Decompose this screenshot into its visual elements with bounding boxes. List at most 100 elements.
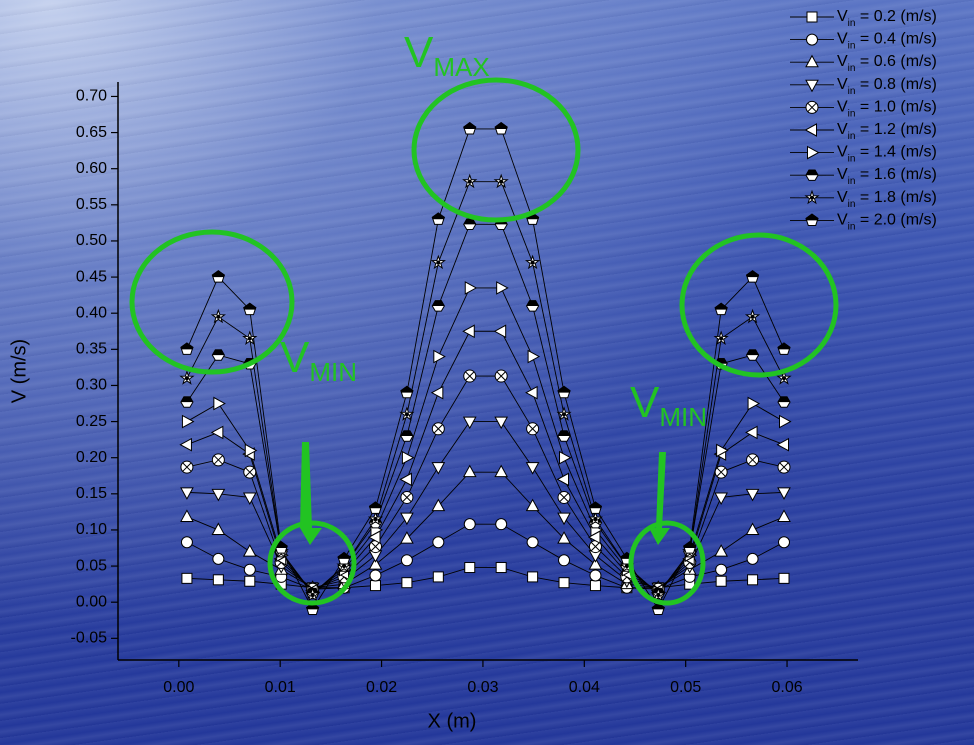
marker — [367, 511, 384, 526]
marker-shape — [369, 580, 381, 592]
marker — [744, 308, 761, 324]
marker — [369, 580, 381, 592]
y-tick-label: 0.45 — [76, 268, 107, 285]
marker-fill — [561, 412, 567, 417]
marker-shape — [525, 385, 538, 400]
legend-subscript: in — [848, 153, 856, 164]
marker — [713, 330, 729, 345]
marker-fill — [180, 396, 194, 403]
marker — [493, 324, 507, 339]
annotation: VMAX — [404, 28, 490, 82]
marker-shape — [368, 557, 383, 570]
marker — [242, 544, 257, 557]
marker-fill — [719, 336, 724, 341]
marker-shape — [526, 536, 539, 549]
marker — [495, 562, 507, 574]
marker — [180, 536, 193, 549]
marker-shape — [462, 324, 475, 339]
marker-shape — [210, 425, 224, 440]
marker — [462, 464, 477, 478]
marker — [430, 254, 446, 270]
marker — [776, 370, 792, 385]
y-tick-label: 0.00 — [76, 593, 107, 610]
y-tick-label: 0.10 — [76, 521, 107, 538]
marker — [181, 572, 193, 584]
marker-shape — [556, 472, 570, 487]
marker-shape — [558, 577, 570, 589]
marker — [777, 460, 791, 474]
legend-text: = 0.8 (m/s) — [855, 76, 936, 93]
marker — [557, 512, 571, 526]
legend-subscript: in — [848, 221, 856, 232]
marker-shape — [779, 462, 789, 472]
marker-shape — [715, 575, 727, 587]
marker — [683, 541, 697, 554]
marker-fill — [243, 302, 257, 310]
annotation-subscript: MIN — [659, 402, 707, 432]
marker-fill — [805, 169, 819, 176]
x-tick-label: 0.01 — [265, 679, 296, 696]
marker-shape — [464, 281, 478, 295]
marker — [525, 498, 540, 512]
marker — [211, 522, 226, 535]
marker-shape — [745, 425, 758, 440]
marker — [777, 509, 791, 522]
y-tick-label: 0.50 — [76, 232, 107, 249]
marker — [431, 498, 446, 512]
legend-marker — [805, 100, 819, 114]
marker — [400, 430, 414, 442]
marker — [432, 536, 445, 549]
marker — [464, 562, 476, 574]
marker-fill — [436, 260, 441, 265]
marker — [210, 425, 224, 440]
marker-shape — [182, 462, 192, 472]
marker-shape — [715, 563, 728, 576]
marker — [779, 414, 792, 429]
marker-shape — [745, 522, 760, 535]
marker-shape — [496, 371, 506, 381]
marker-fill — [400, 430, 414, 437]
marker-shape — [807, 145, 820, 160]
y-axis-label: V (m/s) — [8, 339, 30, 403]
marker-shape — [399, 472, 412, 487]
marker — [400, 531, 414, 544]
marker-fill — [431, 300, 445, 306]
marker — [745, 349, 760, 361]
marker — [464, 281, 478, 295]
legend-marker — [805, 213, 819, 226]
marker — [526, 300, 540, 312]
pointer-arrow — [649, 452, 670, 545]
marker — [462, 416, 477, 430]
marker — [243, 302, 257, 316]
legend-label: Vin = 1.8 (m/s) — [837, 189, 937, 209]
marker-shape — [242, 492, 257, 505]
marker-shape — [401, 577, 413, 589]
y-tick-label: -0.05 — [71, 630, 108, 647]
marker-shape — [805, 54, 819, 68]
legend-prefix: V — [837, 212, 848, 229]
marker-shape — [433, 349, 446, 364]
legend-subscript: in — [848, 85, 856, 96]
marker — [463, 518, 476, 531]
marker — [589, 580, 601, 592]
pointer-arrow — [300, 442, 322, 545]
marker-shape — [495, 518, 508, 531]
marker-fill — [750, 314, 755, 319]
series-line — [186, 471, 785, 589]
marker — [400, 385, 414, 399]
annotation-main: V — [280, 333, 310, 382]
marker-shape — [527, 349, 541, 364]
marker-shape — [243, 563, 256, 576]
marker-shape — [558, 554, 571, 567]
marker-shape — [806, 11, 818, 23]
marker — [746, 453, 760, 467]
marker-shape — [433, 424, 443, 434]
marker-shape — [589, 569, 602, 582]
legend-prefix: V — [837, 99, 848, 116]
legend-prefix: V — [837, 8, 848, 25]
marker — [243, 465, 257, 479]
marker-shape — [401, 450, 415, 465]
legend-prefix: V — [837, 166, 848, 183]
legend-text: = 1.2 (m/s) — [855, 121, 936, 138]
